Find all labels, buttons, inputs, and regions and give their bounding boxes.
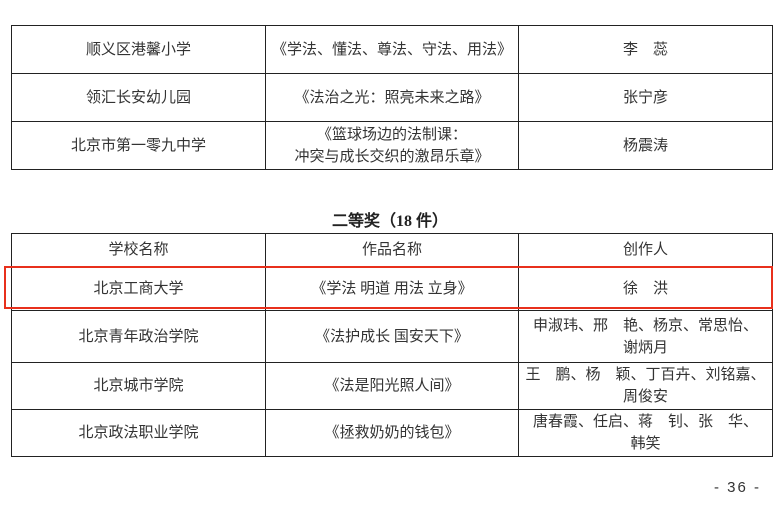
table-row: 北京政法职业学院 《拯救奶奶的钱包》 唐春霞、任启、蒋 钊、张 华、 韩笑 xyxy=(11,409,773,457)
table-row: 北京市第一零九中学 《篮球场边的法制课： 冲突与成长交织的激昂乐章》 杨震涛 xyxy=(11,121,773,170)
author-line: 周俊安 xyxy=(622,389,668,405)
work-cell: 《学法、懂法、尊法、守法、用法》 xyxy=(265,25,519,74)
table-header-row: 学校名称 作品名称 创作人 xyxy=(11,233,773,267)
author-line: 韩笑 xyxy=(630,436,661,452)
previous-award-table: 顺义区港馨小学 《学法、懂法、尊法、守法、用法》 李 蕊 领汇长安幼儿园 《法治… xyxy=(11,25,773,170)
table-row: 北京城市学院 《法是阳光照人间》 王 鹏、杨 颖、丁百卉、刘铭嘉、 周俊安 xyxy=(11,362,773,410)
second-prize-title: 二等奖（18 件） xyxy=(331,213,448,230)
work-line: 《篮球场边的法制课： xyxy=(316,126,467,143)
highlight-box xyxy=(4,266,773,309)
author-line: 申淑玮、邢 艳、杨京、常思怡、 xyxy=(532,317,758,334)
page-number: - 36 - xyxy=(714,479,762,496)
second-prize-table: 学校名称 作品名称 创作人 北京工商大学 《学法 明道 用法 立身》 徐 洪 北… xyxy=(11,233,773,457)
work-line: 冲突与成长交织的激昂乐章》 xyxy=(294,148,490,165)
school-cell: 北京青年政治学院 xyxy=(11,310,266,363)
school-cell: 北京政法职业学院 xyxy=(11,409,266,457)
work-cell: 《法护成长 国安天下》 xyxy=(265,310,519,363)
header-work: 作品名称 xyxy=(265,233,519,267)
header-school: 学校名称 xyxy=(11,233,266,267)
author-cell: 唐春霞、任启、蒋 钊、张 华、 韩笑 xyxy=(518,409,773,457)
work-cell: 《拯救奶奶的钱包》 xyxy=(265,409,519,457)
work-cell: 《篮球场边的法制课： 冲突与成长交织的激昂乐章》 xyxy=(265,121,519,170)
author-cell: 李 蕊 xyxy=(518,25,773,74)
author-line: 唐春霞、任启、蒋 钊、张 华、 xyxy=(532,414,758,430)
author-cell: 申淑玮、邢 艳、杨京、常思怡、 谢炳月 xyxy=(518,310,773,363)
school-cell: 北京市第一零九中学 xyxy=(11,121,266,170)
work-cell: 《法是阳光照人间》 xyxy=(265,362,519,410)
work-cell: 《学法 明道 用法 立身》 xyxy=(265,266,519,311)
table-row: 顺义区港馨小学 《学法、懂法、尊法、守法、用法》 李 蕊 xyxy=(11,25,773,74)
author-cell: 杨震涛 xyxy=(518,121,773,170)
table-row: 北京青年政治学院 《法护成长 国安天下》 申淑玮、邢 艳、杨京、常思怡、 谢炳月 xyxy=(11,310,773,363)
author-line: 王 鹏、杨 颖、丁百卉、刘铭嘉、 xyxy=(525,367,766,383)
school-cell: 顺义区港馨小学 xyxy=(11,25,266,74)
school-cell: 北京城市学院 xyxy=(11,362,266,410)
header-author: 创作人 xyxy=(518,233,773,267)
table-row: 领汇长安幼儿园 《法治之光：照亮未来之路》 张宁彦 xyxy=(11,73,773,122)
table-row-highlighted: 北京工商大学 《学法 明道 用法 立身》 徐 洪 xyxy=(11,266,773,311)
author-line: 谢炳月 xyxy=(622,339,668,356)
author-cell: 张宁彦 xyxy=(518,73,773,122)
work-cell: 《法治之光：照亮未来之路》 xyxy=(265,73,519,122)
author-cell: 王 鹏、杨 颖、丁百卉、刘铭嘉、 周俊安 xyxy=(518,362,773,410)
school-cell: 领汇长安幼儿园 xyxy=(11,73,266,122)
